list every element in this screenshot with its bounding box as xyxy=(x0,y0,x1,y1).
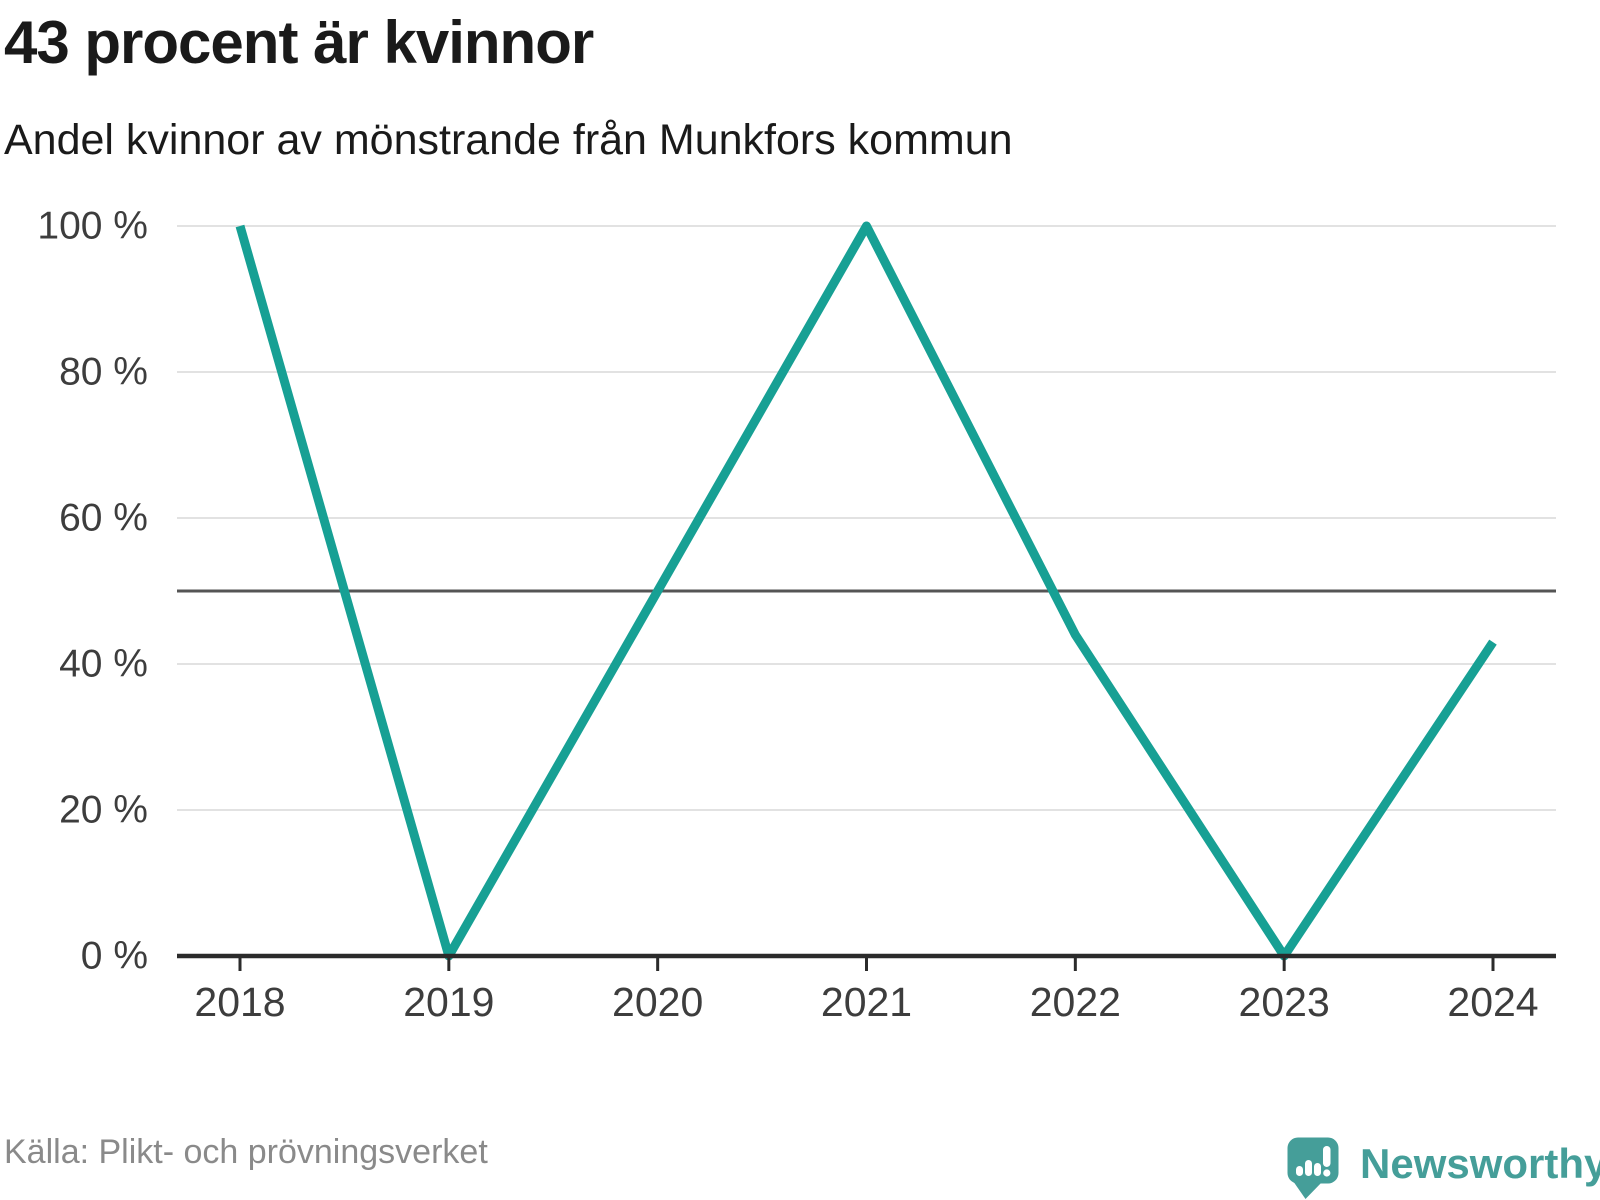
x-tick-label-2018: 2018 xyxy=(194,979,285,1025)
y-tick-label-100: 100 % xyxy=(37,205,148,248)
x-tick-label-2020: 2020 xyxy=(612,979,703,1025)
x-tick-label-2023: 2023 xyxy=(1239,979,1330,1025)
logo-bar-2 xyxy=(1305,1160,1312,1176)
logo-exclamation-dot xyxy=(1323,1169,1331,1177)
y-tick-label-60: 60 % xyxy=(59,497,148,540)
logo-bar-1 xyxy=(1296,1166,1303,1176)
logo-exclamation-bar xyxy=(1323,1146,1331,1167)
x-tick-label-2022: 2022 xyxy=(1030,979,1121,1025)
y-tick-label-80: 80 % xyxy=(59,351,148,394)
speech-bubble-tail xyxy=(1293,1181,1323,1199)
source-note: Källa: Plikt- och prövningsverket xyxy=(4,1133,488,1171)
chart-subtitle: Andel kvinnor av mönstrande från Munkfor… xyxy=(4,116,1013,164)
speech-bubble-shape xyxy=(1287,1137,1339,1184)
y-tick-label-0: 0 % xyxy=(81,935,148,978)
brand-name: Newsworthy xyxy=(1360,1140,1600,1187)
newsworthy-logo-icon xyxy=(1287,1137,1339,1199)
logo-bar-3 xyxy=(1314,1163,1321,1176)
y-tick-label-20: 20 % xyxy=(59,789,148,832)
chart-title: 43 procent är kvinnor xyxy=(4,9,594,76)
x-tick-label-2019: 2019 xyxy=(403,979,494,1025)
y-tick-label-40: 40 % xyxy=(59,643,148,686)
line-chart-plot: 0 % 20 % 40 % 60 % 80 % 100 % 2018 2019 2020 2021… xyxy=(37,205,1556,1025)
x-tick-label-2024: 2024 xyxy=(1447,979,1538,1025)
x-tick-label-2021: 2021 xyxy=(821,979,912,1025)
